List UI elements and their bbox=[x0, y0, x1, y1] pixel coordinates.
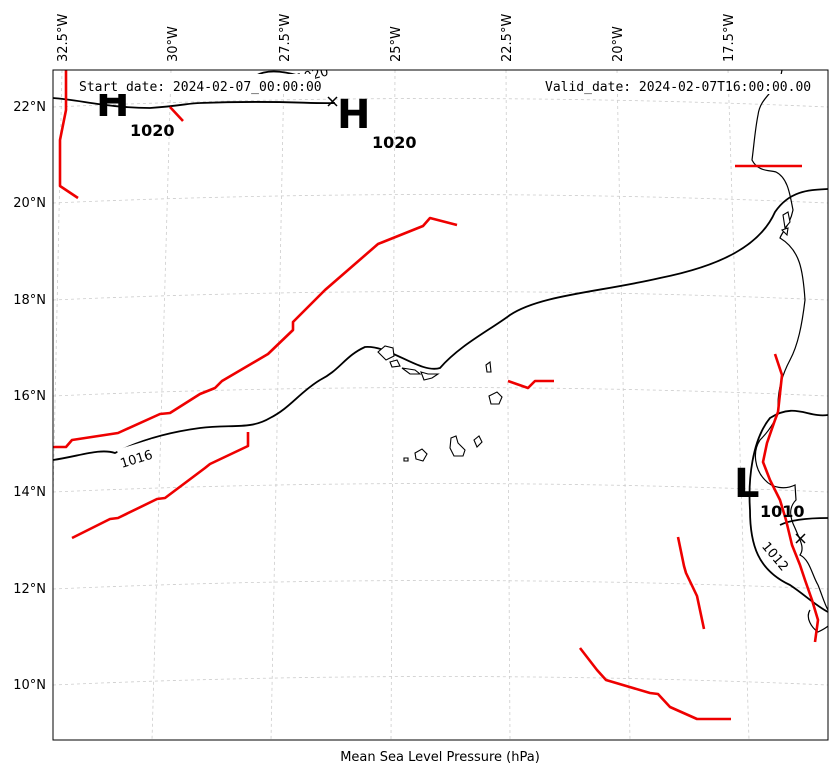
lon-label: 17.5°W bbox=[722, 14, 737, 62]
pressure-centers: H 1020 H 1020 L 1010 bbox=[96, 80, 805, 521]
fronts bbox=[53, 70, 820, 721]
map-caption: Mean Sea Level Pressure (hPa) bbox=[340, 750, 540, 765]
high-pressure-value: 1020 bbox=[372, 133, 417, 152]
front-line bbox=[71, 432, 250, 540]
map-frame bbox=[52, 69, 829, 741]
low-marker bbox=[795, 533, 806, 544]
front-line bbox=[578, 647, 731, 721]
isobar-1012 bbox=[748, 409, 828, 613]
contour-labels: 1016 1012 1020 bbox=[116, 70, 791, 574]
lat-label: 10°N bbox=[13, 678, 46, 693]
graticule bbox=[53, 70, 828, 740]
low-pressure-value: 1010 bbox=[760, 502, 805, 521]
lat-label: 18°N bbox=[13, 293, 46, 308]
latitude-labels: 22°N 20°N 18°N 16°N 14°N 12°N 10°N bbox=[13, 100, 46, 693]
cape-verde-islands bbox=[377, 345, 503, 462]
isobars bbox=[53, 70, 828, 613]
front-line bbox=[169, 106, 184, 122]
front-line bbox=[761, 353, 820, 643]
center-markers bbox=[327, 96, 806, 544]
high-pressure-symbol: H bbox=[337, 92, 370, 138]
longitude-labels: 32.5°W 30°W 27.5°W 25°W 22.5°W 20°W 17.5… bbox=[56, 14, 737, 62]
lon-label: 22.5°W bbox=[500, 14, 515, 62]
lon-label: 25°W bbox=[389, 26, 404, 62]
lon-label: 20°W bbox=[611, 26, 626, 62]
front-line bbox=[58, 70, 79, 200]
front-line bbox=[53, 216, 458, 449]
high-pressure-value: 1020 bbox=[130, 121, 175, 140]
lat-label: 14°N bbox=[13, 485, 46, 500]
lat-label: 12°N bbox=[13, 582, 46, 597]
start-date-label: Start date: 2024-02-07_00:00:00 bbox=[79, 80, 322, 95]
low-pressure-symbol: L bbox=[734, 461, 760, 507]
isobar-1016 bbox=[53, 188, 828, 461]
high-marker bbox=[327, 96, 338, 107]
lat-label: 16°N bbox=[13, 389, 46, 404]
valid-date-label: Valid_date: 2024-02-07T16:00:00.00 bbox=[545, 80, 811, 95]
front-line bbox=[676, 536, 706, 630]
lon-label: 30°W bbox=[166, 26, 181, 62]
lon-label: 32.5°W bbox=[56, 14, 71, 62]
lat-label: 22°N bbox=[13, 100, 46, 115]
contour-label-1012: 1012 bbox=[758, 539, 791, 574]
front-line bbox=[507, 379, 554, 390]
isobar-1020 bbox=[53, 97, 336, 109]
lat-label: 20°N bbox=[13, 196, 46, 211]
isobar-1012b bbox=[779, 517, 828, 526]
lon-label: 27.5°W bbox=[278, 14, 293, 62]
